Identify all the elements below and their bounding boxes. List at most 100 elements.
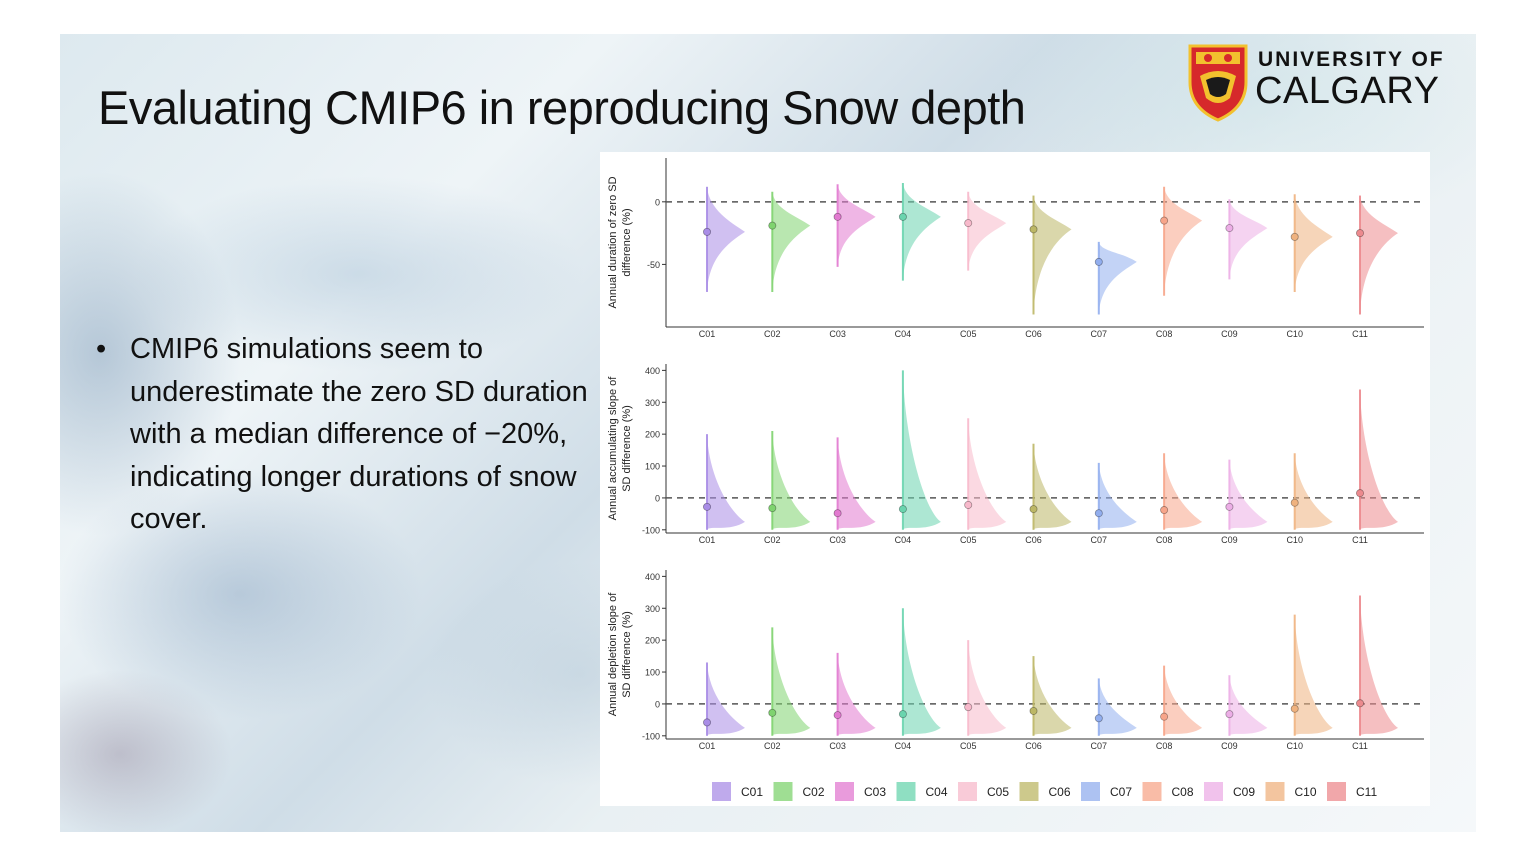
x-tick-label: C05 (960, 535, 977, 545)
x-tick-label: C07 (1091, 741, 1108, 751)
median-point-c11 (1356, 229, 1365, 238)
violin-c06 (1033, 443, 1072, 530)
legend-swatch-c01 (712, 782, 731, 801)
violin-c09 (1229, 199, 1268, 280)
violin-c10 (1294, 194, 1333, 292)
x-tick-label: C04 (895, 741, 912, 751)
x-tick-label: C06 (1025, 535, 1042, 545)
median-point-c07 (1094, 714, 1103, 723)
x-tick-label: C04 (895, 329, 912, 339)
x-tick-label: C06 (1025, 741, 1042, 751)
legend-swatch-c07 (1081, 782, 1100, 801)
legend-swatch-c02 (773, 782, 793, 801)
median-point-c01 (703, 718, 712, 727)
median-point-c02 (768, 504, 777, 513)
median-point-c04 (898, 505, 907, 514)
y-axis-label: difference (%) (621, 208, 633, 276)
x-tick-label: C08 (1156, 741, 1173, 751)
legend-swatch-c04 (896, 782, 916, 801)
legend-swatch-c06 (1019, 782, 1039, 801)
x-tick-label: C02 (764, 329, 781, 339)
median-point-c11 (1356, 489, 1365, 498)
violin-c04 (902, 370, 941, 530)
x-tick-label: C11 (1352, 535, 1368, 545)
x-tick-label: C07 (1091, 535, 1108, 545)
violin-c04 (902, 183, 941, 281)
median-point-c02 (768, 221, 777, 230)
violin-c03 (837, 184, 876, 267)
y-tick-label: 200 (645, 430, 660, 440)
y-tick-label: 400 (645, 366, 660, 376)
legend-label-c09: C09 (1233, 785, 1255, 799)
bullet-item: CMIP6 simulations seem to underestimate … (130, 333, 588, 535)
median-point-c07 (1094, 509, 1103, 518)
x-tick-label: C02 (764, 535, 781, 545)
violin-c06 (1033, 656, 1072, 736)
violin-chart-panel: 0 -50 Annual duration of zero SD difference… (600, 152, 1430, 806)
median-point-c04 (898, 710, 907, 719)
y-tick-label: 0 (655, 699, 660, 709)
violin-c09 (1229, 675, 1268, 736)
median-point-c09 (1225, 502, 1234, 511)
logo-text-top: UNIVERSITY OF (1258, 48, 1445, 71)
x-tick-label: C01 (699, 329, 716, 339)
legend-swatch-c08 (1142, 782, 1162, 801)
x-tick-label: C08 (1156, 535, 1173, 545)
median-point-c01 (703, 502, 712, 511)
median-point-c05 (964, 500, 973, 509)
violin-c10 (1294, 453, 1333, 530)
median-point-c01 (703, 227, 712, 236)
median-point-c03 (833, 212, 842, 221)
legend-label-c08: C08 (1172, 785, 1194, 799)
y-axis-label: Annual depletion slope of (607, 592, 619, 716)
y-tick-label: 100 (645, 462, 660, 472)
y-tick-label: 100 (645, 668, 660, 678)
x-tick-label: C09 (1221, 535, 1238, 545)
x-tick-label: C10 (1286, 329, 1303, 339)
median-point-c09 (1225, 710, 1234, 719)
y-tick-label: 300 (645, 398, 660, 408)
legend-swatch-c03 (835, 782, 854, 801)
median-point-c11 (1356, 699, 1365, 708)
violin-c05 (968, 418, 1007, 530)
median-point-c10 (1290, 498, 1299, 507)
x-tick-label: C05 (960, 741, 977, 751)
median-point-c09 (1225, 224, 1234, 233)
x-tick-label: C10 (1286, 741, 1303, 751)
violin-c05 (968, 191, 1007, 271)
violin-c03 (837, 652, 876, 736)
violin-c01 (707, 186, 745, 292)
legend-label-c10: C10 (1295, 785, 1317, 799)
y-axis-label: SD difference (%) (621, 405, 633, 492)
median-point-c05 (964, 703, 973, 712)
x-tick-label: C06 (1025, 329, 1042, 339)
median-point-c08 (1160, 506, 1169, 515)
median-point-c06 (1029, 706, 1038, 715)
legend-label-c03: C03 (864, 785, 886, 799)
logo-text-bottom: CALGARY (1255, 70, 1440, 112)
violin-c08 (1164, 186, 1203, 296)
slide-title: Evaluating CMIP6 in reproducing Snow dep… (98, 81, 1026, 134)
violin-c04 (902, 608, 941, 736)
x-tick-label: C03 (829, 535, 846, 545)
x-tick-label: C11 (1352, 741, 1368, 751)
y-tick-label: 0 (655, 197, 660, 207)
median-point-c07 (1094, 257, 1103, 266)
median-point-c05 (964, 219, 973, 228)
y-axis-label: Annual accumulating slope of (607, 376, 619, 521)
violin-c05 (968, 640, 1007, 736)
y-tick-label: 200 (645, 636, 660, 646)
median-point-c03 (833, 509, 842, 518)
violin-c03 (837, 437, 876, 530)
y-tick-label: 300 (645, 604, 660, 614)
violin-c01 (707, 434, 745, 530)
x-tick-label: C11 (1352, 329, 1368, 339)
median-point-c08 (1160, 712, 1169, 721)
legend-swatch-c05 (958, 782, 977, 801)
x-tick-label: C02 (764, 741, 781, 751)
y-axis-label: Annual duration of zero SD (607, 176, 619, 308)
legend-label-c02: C02 (803, 785, 825, 799)
legend-label-c05: C05 (987, 785, 1009, 799)
bullet-marker: • (96, 333, 107, 365)
violin-c02 (772, 191, 811, 292)
